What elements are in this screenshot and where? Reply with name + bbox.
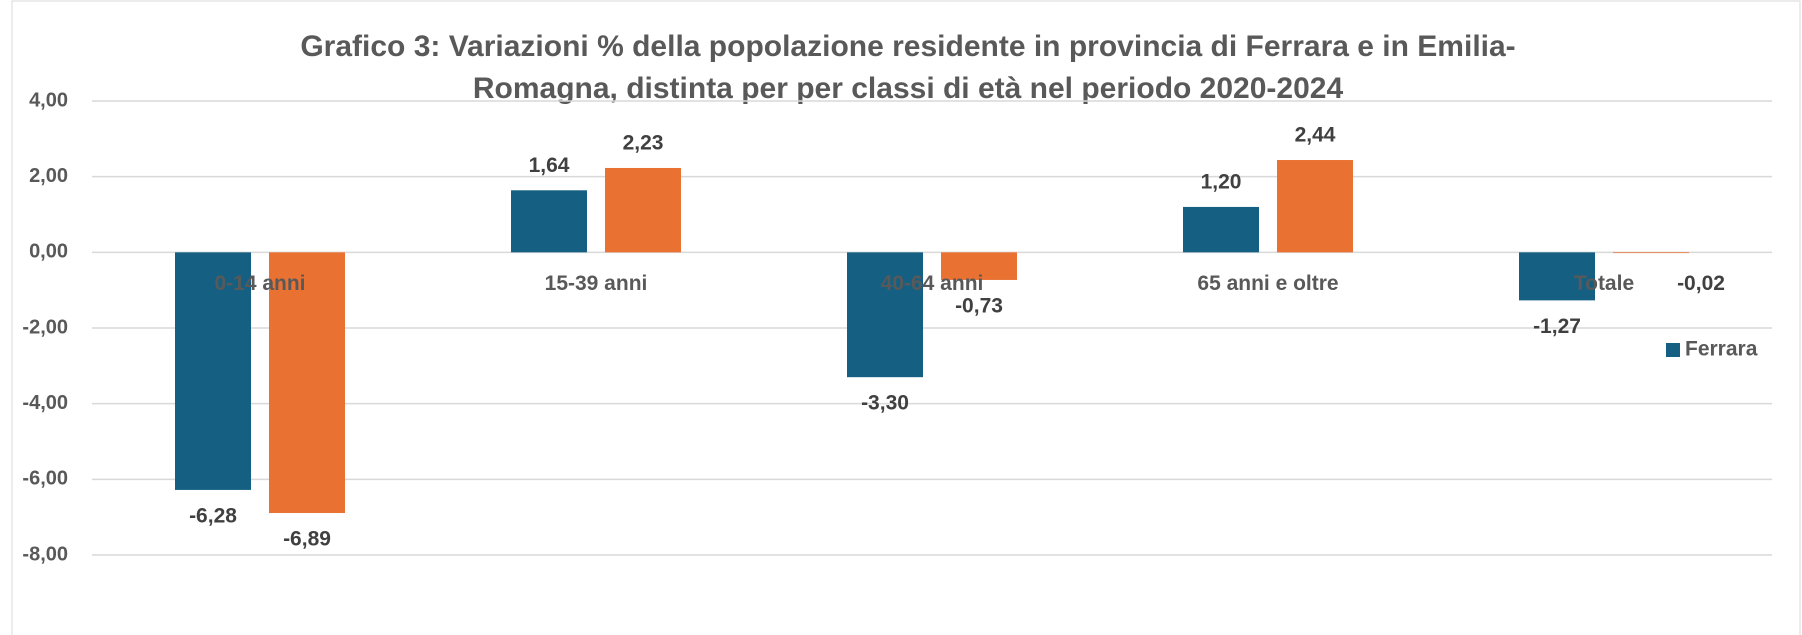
data-label: 2,44 [1295,124,1336,147]
data-label: -6,28 [189,504,237,527]
bar [511,190,587,253]
chart-title: Grafico 3: Variazioni % della popolazion… [300,30,1515,63]
x-tick-label: 40-64 anni [881,272,984,295]
bar [605,167,681,253]
bar [1613,252,1689,254]
data-label: 1,64 [529,154,570,177]
y-tick-label: -2,00 [22,316,68,338]
data-label: -3,30 [861,392,909,415]
legend-swatch [1666,343,1680,357]
bar [847,252,923,378]
legend-label: Ferrara [1685,338,1758,361]
x-tick-label: Totale [1574,272,1634,295]
data-label: -0,02 [1677,272,1725,295]
y-tick-label: -8,00 [22,543,68,565]
y-tick-label: 0,00 [29,241,68,263]
data-label: 2,23 [623,132,664,155]
data-label: -0,73 [955,294,1003,317]
y-tick-label: 4,00 [29,89,68,111]
x-tick-label: 15-39 anni [545,272,648,295]
y-tick-label: -4,00 [22,392,68,414]
chart-title: Romagna, distinta per per classi di età … [473,72,1344,105]
bar [1519,252,1595,301]
bar [175,252,251,490]
bar [1277,160,1353,253]
data-label: 1,20 [1201,170,1242,193]
data-label: -6,89 [283,528,331,551]
bar [269,252,345,514]
bar [941,252,1017,280]
data-label: -1,27 [1533,315,1581,338]
bar [1183,206,1259,253]
y-tick-label: 2,00 [29,165,68,187]
x-tick-label: 65 anni e oltre [1197,272,1338,295]
y-tick-label: -6,00 [22,468,68,490]
x-tick-label: 0-14 anni [214,272,305,295]
